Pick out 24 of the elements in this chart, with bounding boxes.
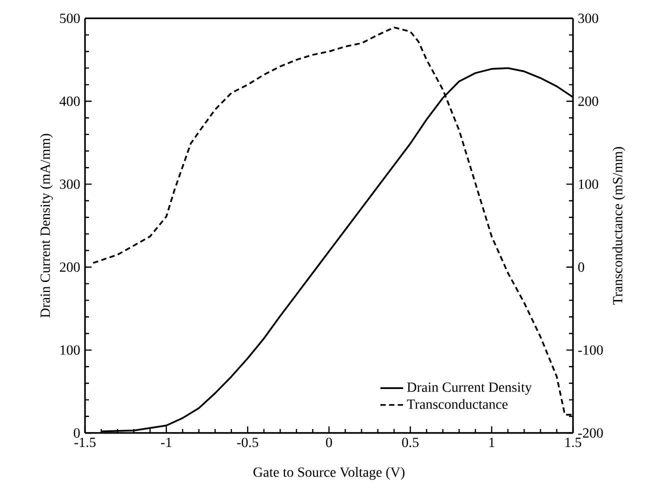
- x-tick-label: -1: [161, 438, 172, 447]
- legend-label: Transconductance: [406, 399, 508, 409]
- x-tick-label: 0: [326, 438, 332, 448]
- y-tick-label: 0: [74, 428, 80, 438]
- x-tick-label: -1.5: [74, 438, 96, 448]
- y-tick-label: 300: [60, 179, 80, 189]
- x-tick-label: 1.5: [565, 438, 582, 448]
- y2-tick-label: 100: [578, 179, 598, 189]
- x-tick-label: 0.5: [402, 438, 419, 448]
- y2-tick-label: -100: [578, 345, 603, 355]
- legend-label: Drain Current Density: [407, 382, 532, 395]
- x-tick-label: -0.5: [237, 438, 258, 448]
- y2-tick-label: -200: [578, 428, 603, 438]
- y2-tick-label: 0: [578, 262, 584, 272]
- y2-tick-label: 300: [578, 14, 598, 24]
- x-tick-label: 1: [489, 438, 494, 447]
- y2-tick-label: 200: [578, 96, 598, 106]
- y2-axis-title: Transconductance (mS/mm): [612, 147, 626, 305]
- y-tick-label: 500: [60, 14, 80, 24]
- y-tick-label: 100: [60, 345, 80, 355]
- y-axis-title: Drain Current Density (mA/mm): [40, 134, 53, 318]
- x-axis-title: Gate to Source Voltage (V): [253, 467, 404, 480]
- y-tick-label: 400: [60, 96, 80, 106]
- y-tick-label: 200: [60, 262, 80, 272]
